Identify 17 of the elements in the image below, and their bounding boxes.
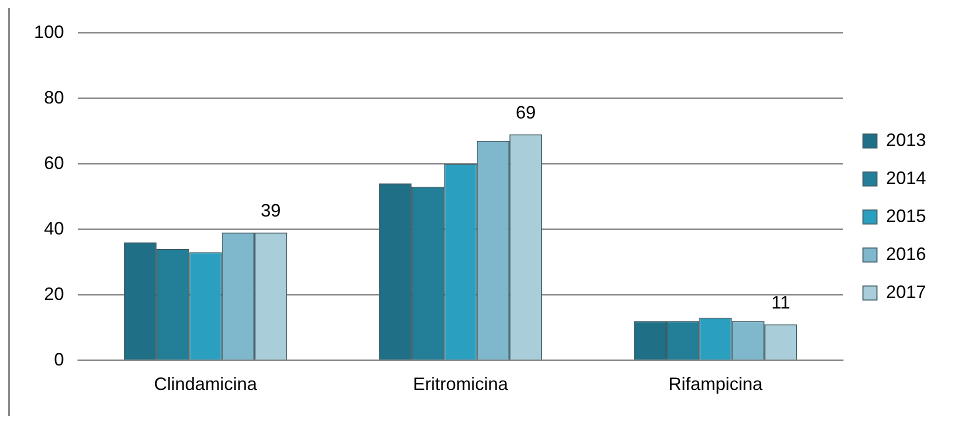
y-tick-label: 100: [34, 22, 64, 42]
x-tick-label: Rifampicina: [668, 374, 764, 394]
x-tick-label: Clindamicina: [154, 374, 258, 394]
y-tick-label: 60: [44, 152, 64, 173]
data-label: 11: [771, 292, 790, 312]
y-tick-label: 80: [44, 87, 64, 108]
legend-label: 2014: [886, 168, 926, 188]
legend-label: 2017: [886, 282, 926, 302]
y-tick-label: 0: [54, 349, 64, 370]
data-label: 69: [516, 102, 536, 122]
x-tick-label: Eritromicina: [412, 374, 509, 394]
legend-label: 2015: [886, 206, 926, 226]
legend-label: 2013: [886, 130, 926, 150]
y-tick-label: 40: [44, 218, 64, 238]
legend-label: 2016: [886, 244, 926, 264]
y-tick-label: 20: [44, 284, 64, 304]
data-label: 39: [260, 200, 281, 221]
